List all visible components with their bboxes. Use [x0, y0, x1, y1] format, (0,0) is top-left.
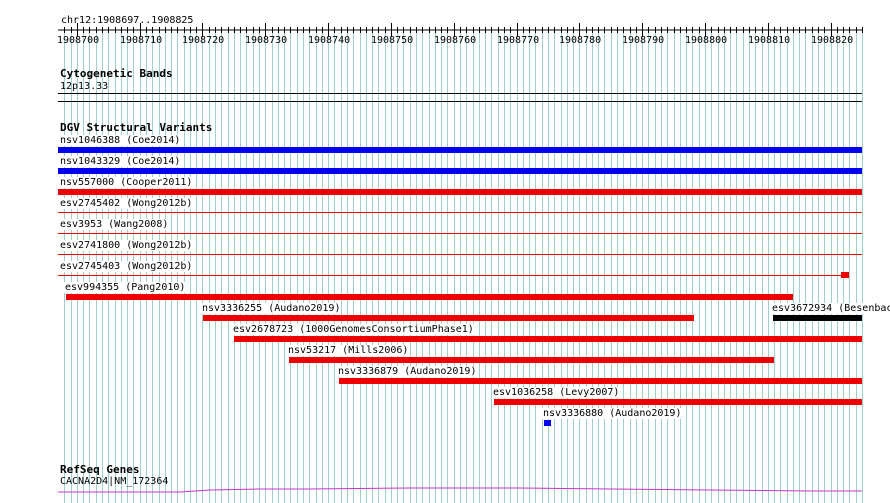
feature-label: esv1036258 (Levy2007)	[492, 387, 621, 398]
feature-bar[interactable]	[58, 254, 862, 255]
refseq-gene-intron[interactable]	[0, 480, 890, 503]
feature-bar[interactable]	[289, 357, 774, 363]
ruler-tick-label: 1908790	[622, 35, 665, 46]
feature-label: esv2678723 (1000GenomesConsortiumPhase1)	[232, 324, 475, 335]
feature-block[interactable]	[841, 272, 849, 278]
feature-bar[interactable]	[544, 420, 551, 426]
locus-label: chr12:1908697..1908825	[61, 15, 194, 26]
ruler-tick-label: 1908810	[748, 35, 791, 46]
ruler-tick-label: 1908780	[559, 35, 602, 46]
ruler-tick-label: 1908820	[811, 35, 854, 46]
ruler-tick-label: 1908710	[120, 35, 163, 46]
ruler-tick-label: 1908730	[245, 35, 288, 46]
ruler-tick-label: 1908800	[685, 35, 728, 46]
feature-label: nsv3336255 (Audano2019)	[201, 303, 342, 314]
ruler-tick-label: 1908720	[182, 35, 225, 46]
feature-bar[interactable]	[66, 294, 793, 300]
cytoband-track-title: Cytogenetic Bands	[60, 67, 173, 80]
ruler-tick-label: 1908700	[57, 35, 100, 46]
feature-label: nsv3336880 (Audano2019)	[542, 408, 683, 419]
ruler-tick-label: 1908770	[497, 35, 540, 46]
feature-label: esv2741800 (Wong2012b)	[59, 240, 194, 251]
feature-bar[interactable]	[58, 189, 862, 195]
feature-bar[interactable]	[58, 212, 862, 213]
feature-bar[interactable]	[494, 399, 862, 405]
refseq-gene-label[interactable]: CACNA2D4|NM_172364	[60, 476, 169, 487]
feature-bar[interactable]	[234, 336, 862, 342]
feature-bar[interactable]	[339, 378, 862, 384]
feature-label: esv3953 (Wang2008)	[59, 219, 170, 230]
dgv-track-title: DGV Structural Variants	[60, 121, 213, 134]
ruler-tick-label: 1908740	[308, 35, 351, 46]
feature-label: nsv1043329 (Coe2014)	[59, 156, 182, 167]
ruler-tick-label: 1908750	[371, 35, 414, 46]
feature-bar[interactable]	[58, 147, 862, 153]
ruler	[58, 23, 863, 37]
feature-label: esv2745403 (Wong2012b)	[59, 261, 194, 272]
feature-bar[interactable]	[58, 275, 848, 276]
feature-label: nsv53217 (Mills2006)	[287, 345, 410, 356]
feature-bar[interactable]	[58, 168, 862, 174]
feature-label: esv3672934 (Besenbacher2016)	[771, 303, 890, 314]
feature-label: esv994355 (Pang2010)	[64, 282, 187, 293]
feature-label: nsv1046388 (Coe2014)	[59, 135, 182, 146]
cytoband-label: 12p13.33	[60, 81, 109, 92]
feature-bar[interactable]	[773, 315, 862, 321]
feature-label: nsv3336879 (Audano2019)	[337, 366, 478, 377]
feature-label: esv2745402 (Wong2012b)	[59, 198, 194, 209]
refseq-track-title: RefSeq Genes	[60, 463, 140, 476]
feature-bar[interactable]	[203, 315, 694, 321]
cytoband-line	[58, 93, 862, 94]
feature-label: nsv557000 (Cooper2011)	[59, 177, 194, 188]
track-separator	[58, 101, 862, 102]
feature-bar[interactable]	[58, 233, 862, 234]
ruler-tick-label: 1908760	[434, 35, 477, 46]
